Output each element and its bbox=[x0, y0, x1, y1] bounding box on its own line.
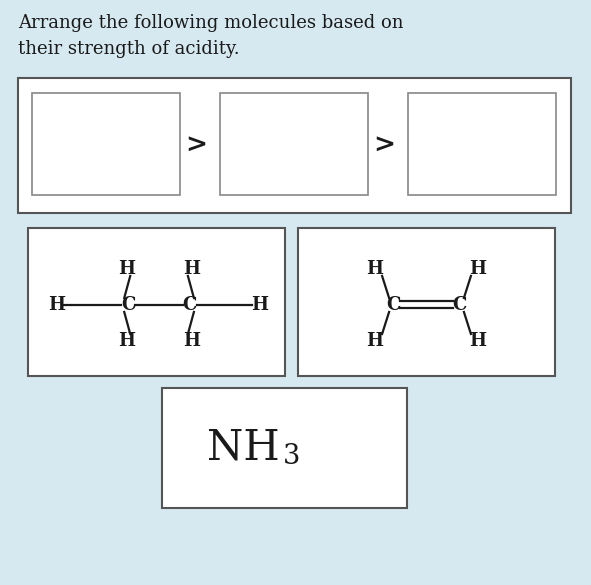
Text: H: H bbox=[366, 260, 384, 278]
Text: C: C bbox=[121, 296, 135, 314]
Text: Arrange the following molecules based on: Arrange the following molecules based on bbox=[18, 14, 404, 32]
Text: H: H bbox=[183, 260, 200, 278]
Text: their strength of acidity.: their strength of acidity. bbox=[18, 40, 239, 58]
Text: H: H bbox=[469, 260, 486, 278]
Text: NH: NH bbox=[207, 427, 280, 469]
Text: H: H bbox=[183, 332, 200, 350]
Text: H: H bbox=[251, 296, 268, 314]
Bar bbox=[18, 78, 571, 213]
Text: H: H bbox=[48, 296, 65, 314]
Bar bbox=[408, 93, 556, 195]
Bar bbox=[162, 388, 407, 508]
Bar bbox=[28, 228, 285, 376]
Text: >: > bbox=[373, 132, 395, 157]
Text: C: C bbox=[183, 296, 197, 314]
Text: >: > bbox=[185, 132, 207, 157]
Bar bbox=[32, 93, 180, 195]
Text: C: C bbox=[453, 296, 467, 314]
Text: H: H bbox=[118, 260, 135, 278]
Text: 3: 3 bbox=[282, 443, 300, 470]
Bar bbox=[220, 93, 368, 195]
Bar bbox=[298, 228, 555, 376]
Text: H: H bbox=[469, 332, 486, 350]
Text: H: H bbox=[366, 332, 384, 350]
Text: H: H bbox=[118, 332, 135, 350]
Text: C: C bbox=[386, 296, 400, 314]
